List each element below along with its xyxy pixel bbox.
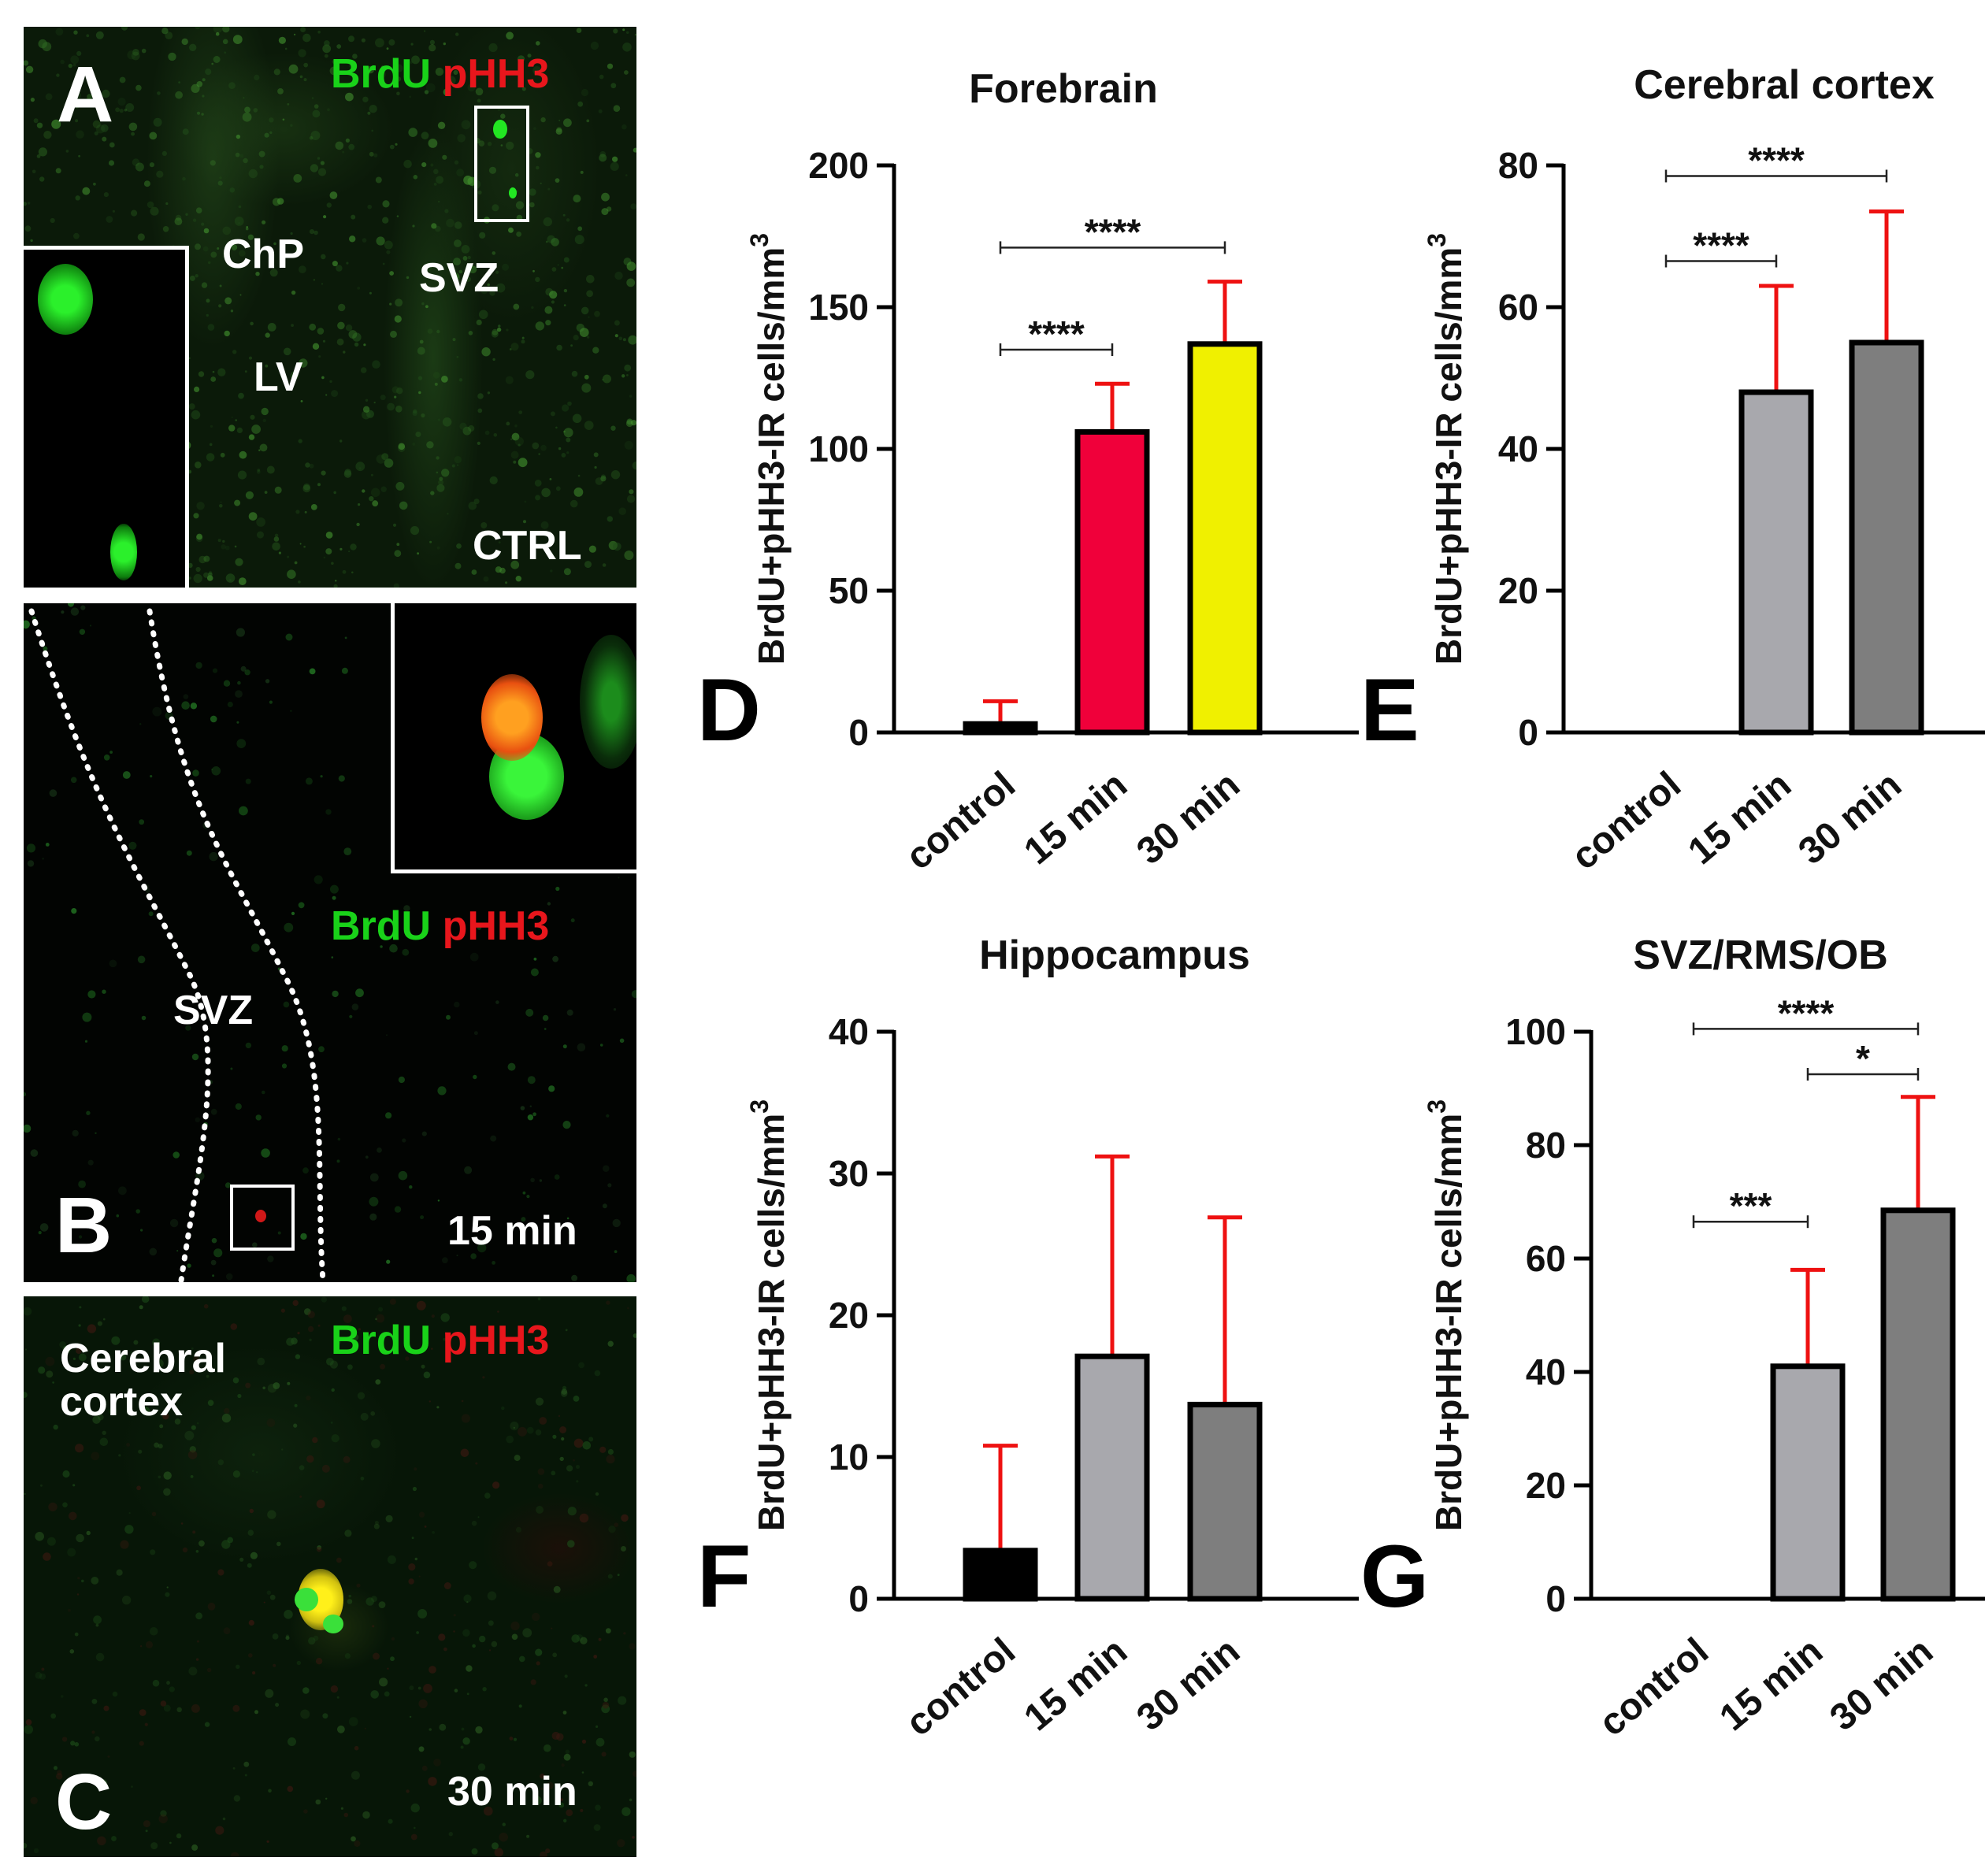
y-tick-label: 40	[1526, 1351, 1566, 1392]
x-tick-label: control	[898, 1630, 1023, 1744]
y-tick-label: 80	[1498, 145, 1538, 186]
micrograph-panel-b: B BrdU pHH3 SVZ 15 min	[24, 603, 636, 1282]
x-tick-label: 15 min	[1017, 764, 1136, 873]
brdu-label: BrdU	[331, 903, 432, 949]
panel-c-tissue-texture	[24, 1296, 636, 1857]
bar	[1187, 1401, 1263, 1602]
significance-label: ****	[1028, 313, 1085, 354]
x-tick-label: control	[1564, 764, 1689, 878]
y-tick-label: 60	[1498, 287, 1538, 328]
x-tick-label: 30 min	[1823, 1630, 1942, 1739]
chart-title: Cerebral cortex	[1634, 62, 1935, 108]
bar	[1738, 389, 1814, 736]
significance-label: *	[1856, 1038, 1870, 1079]
brdu-label: BrdU	[331, 51, 432, 97]
label-svz-b: SVZ	[173, 988, 254, 1033]
panel-a-inset	[24, 246, 189, 588]
significance-label: ****	[1693, 225, 1749, 266]
bar	[1880, 1207, 1956, 1602]
y-tick-label: 0	[848, 1578, 869, 1619]
y-tick-label: 100	[1505, 1011, 1566, 1052]
chart-title: SVZ/RMS/OB	[1633, 932, 1888, 978]
panel-letter: F	[697, 1527, 751, 1626]
x-tick-label: control	[898, 764, 1023, 878]
x-tick-label: 30 min	[1130, 764, 1249, 873]
x-tick-label: 15 min	[1017, 1630, 1136, 1739]
label-lv: LV	[254, 354, 303, 400]
chart-title: Hippocampus	[979, 932, 1250, 978]
brdu-label: BrdU	[331, 1318, 432, 1363]
label-ctrl: CTRL	[473, 523, 582, 569]
panel-letter: E	[1360, 661, 1419, 759]
phh3-label: pHH3	[442, 1318, 550, 1363]
y-tick-label: 150	[808, 287, 869, 328]
y-tick-label: 20	[1498, 570, 1538, 611]
panel-letter: G	[1360, 1527, 1429, 1626]
x-tick-label: control	[1591, 1630, 1716, 1744]
y-axis-label: BrdU+pHH3-IR cells/mm3	[745, 233, 792, 665]
panel-a-stain-legend: BrdU pHH3	[331, 50, 549, 98]
micrograph-panel-c: C BrdU pHH3 Cerebral cortex 30 min	[24, 1296, 636, 1857]
panel-b-stain-legend: BrdU pHH3	[331, 903, 549, 950]
panel-letter: D	[697, 661, 761, 759]
y-tick-label: 0	[1518, 712, 1538, 753]
panel-a-roi-box	[474, 106, 529, 222]
panel-b-roi-box	[230, 1185, 295, 1251]
bar	[1849, 339, 1924, 736]
phh3-label: pHH3	[442, 51, 550, 97]
bar	[1074, 428, 1150, 736]
significance-label: ****	[1748, 140, 1805, 181]
y-axis-label: BrdU+pHH3-IR cells/mm3	[1423, 1099, 1469, 1531]
bar	[1187, 341, 1263, 736]
y-tick-label: 0	[1545, 1578, 1566, 1619]
y-tick-label: 80	[1526, 1125, 1566, 1166]
y-tick-label: 20	[829, 1295, 869, 1336]
label-15-min: 15 min	[447, 1208, 577, 1254]
y-tick-label: 30	[829, 1153, 869, 1194]
y-axis-label: BrdU+pHH3-IR cells/mm3	[1423, 233, 1469, 665]
bar	[1770, 1363, 1846, 1602]
panel-letter-b: B	[55, 1181, 113, 1270]
x-tick-label: 15 min	[1712, 1630, 1831, 1739]
y-tick-label: 100	[808, 428, 869, 469]
panel-letter-a: A	[57, 50, 114, 139]
panel-letter-c: C	[55, 1758, 113, 1846]
y-tick-label: 10	[829, 1437, 869, 1477]
x-tick-label: 30 min	[1130, 1630, 1249, 1739]
x-tick-label: 30 min	[1791, 764, 1910, 873]
label-cerebral-cortex: Cerebral cortex	[60, 1336, 226, 1425]
panel-b-inset	[391, 603, 636, 873]
y-tick-label: 40	[1498, 428, 1538, 469]
label-svz-a: SVZ	[419, 255, 499, 301]
significance-label: ***	[1730, 1185, 1772, 1226]
y-tick-label: 20	[1526, 1465, 1566, 1506]
y-tick-label: 200	[808, 145, 869, 186]
micrograph-panel-a: A BrdU pHH3 ChP SVZ LV CTRL	[24, 27, 636, 588]
y-tick-label: 50	[829, 570, 869, 611]
y-tick-label: 40	[829, 1011, 869, 1052]
bar	[963, 721, 1038, 736]
bar	[1074, 1353, 1150, 1602]
significance-label: ****	[1085, 211, 1141, 252]
bar	[963, 1548, 1038, 1602]
y-axis-label: BrdU+pHH3-IR cells/mm3	[745, 1099, 792, 1531]
y-tick-label: 0	[848, 712, 869, 753]
phh3-label: pHH3	[442, 903, 550, 949]
y-tick-label: 60	[1526, 1238, 1566, 1279]
label-30-min: 30 min	[447, 1769, 577, 1815]
label-chp: ChP	[222, 232, 304, 277]
panel-c-stain-legend: BrdU pHH3	[331, 1317, 549, 1364]
panel-b-svz-texture	[24, 603, 636, 1282]
x-tick-label: 15 min	[1681, 764, 1800, 873]
chart-title: Forebrain	[969, 66, 1158, 112]
significance-label: ****	[1778, 992, 1835, 1033]
